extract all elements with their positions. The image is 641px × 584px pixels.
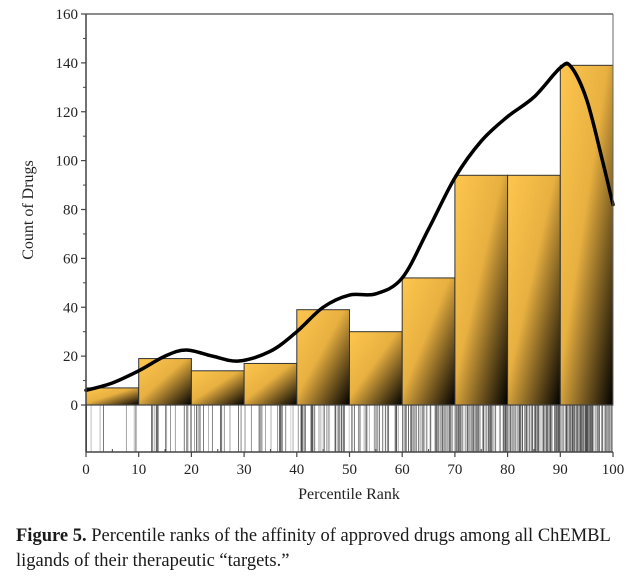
- y-tick-label: 60: [63, 251, 78, 267]
- y-axis-ticks: 0 20 40 60 80 100 120 140 160: [56, 7, 86, 414]
- x-tick-label: 50: [342, 462, 357, 478]
- caption-text: Percentile ranks of the affinity of appr…: [16, 526, 611, 571]
- caption-label: Figure 5.: [16, 526, 87, 546]
- histogram-bars: [85, 64, 614, 406]
- y-tick-label: 80: [63, 203, 78, 219]
- histogram-bar-60-70: [401, 277, 456, 406]
- y-tick-label: 100: [56, 154, 79, 170]
- x-axis-ticks: 0 10 20 30 40 50 60 70 80 90 100: [82, 449, 624, 478]
- histogram-bar-90-100: [559, 64, 614, 406]
- x-tick-label: 60: [395, 462, 410, 478]
- x-tick-label: 30: [237, 462, 252, 478]
- x-tick-label: 40: [289, 462, 304, 478]
- x-tick-label: 100: [602, 462, 625, 478]
- x-tick-label: 10: [131, 462, 146, 478]
- x-tick-label: 80: [500, 462, 515, 478]
- histogram-bar-0-10: [85, 387, 140, 406]
- y-tick-label: 20: [63, 349, 78, 365]
- histogram-bar-70-80: [454, 174, 509, 406]
- figure-caption: Figure 5. Percentile ranks of the affini…: [16, 524, 636, 574]
- x-tick-label: 0: [82, 462, 90, 478]
- x-tick-label: 90: [553, 462, 568, 478]
- x-tick-label: 70: [447, 462, 462, 478]
- y-tick-label: 140: [56, 56, 79, 72]
- y-axis-title: Count of Drugs: [20, 160, 37, 260]
- y-tick-label: 160: [56, 7, 79, 23]
- kde-curve: [84, 61, 615, 393]
- histogram-bar-80-90: [507, 174, 561, 406]
- y-tick-label: 120: [56, 105, 79, 121]
- rug-plot: [86, 405, 613, 452]
- y-tick-label: 0: [71, 398, 79, 414]
- x-tick-label: 20: [184, 462, 199, 478]
- histogram-bar-30-40: [243, 362, 298, 406]
- y-tick-label: 40: [63, 300, 78, 316]
- histogram-bar-50-60: [349, 331, 403, 406]
- histogram-bar-20-30: [190, 370, 245, 406]
- kde-curve-layer: [84, 61, 615, 393]
- x-axis-title: Percentile Rank: [298, 486, 400, 503]
- histogram-chart: 0 20 40 60 80 100 120 140 160 0 10 20 30 40 50 60 70 80 9…: [20, 7, 624, 503]
